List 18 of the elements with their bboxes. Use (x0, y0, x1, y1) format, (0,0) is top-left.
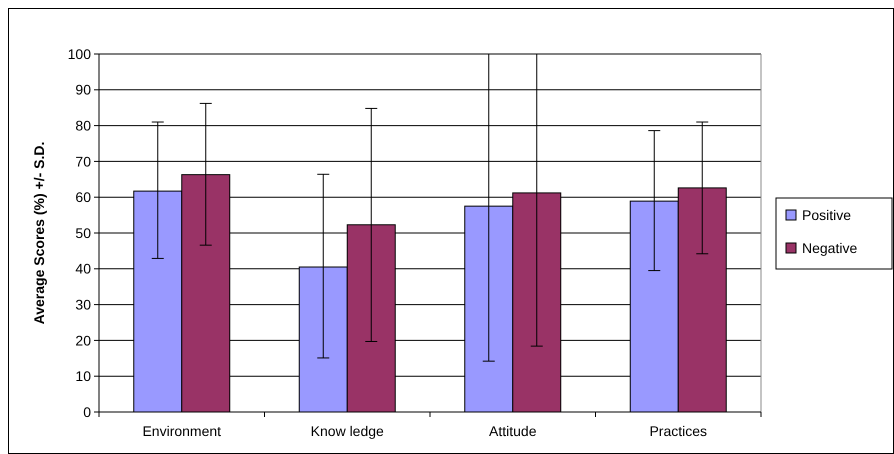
legend-label: Positive (802, 206, 852, 223)
x-tick-label: Environment (142, 423, 222, 439)
y-tick-label: 40 (75, 260, 92, 277)
y-axis-title: Average Scores (%) +/- S.D. (31, 142, 47, 324)
y-tick-label: 30 (75, 296, 92, 312)
y-tick-label: 80 (75, 118, 92, 134)
y-tick-label: 50 (75, 224, 92, 241)
x-tick-label: Know ledge (310, 423, 384, 439)
x-tick-label: Practices (649, 423, 708, 439)
y-tick-label: 100 (68, 46, 92, 62)
y-tick-label: 0 (83, 404, 92, 420)
legend-label: Negative (802, 240, 858, 256)
y-tick-label: 10 (75, 368, 92, 384)
y-tick-label: 60 (75, 189, 92, 206)
y-tick-label: 90 (75, 82, 92, 98)
y-tick-label: 20 (75, 332, 92, 348)
y-tick-label: 70 (75, 153, 92, 170)
x-tick-label: Attitude (489, 423, 537, 439)
